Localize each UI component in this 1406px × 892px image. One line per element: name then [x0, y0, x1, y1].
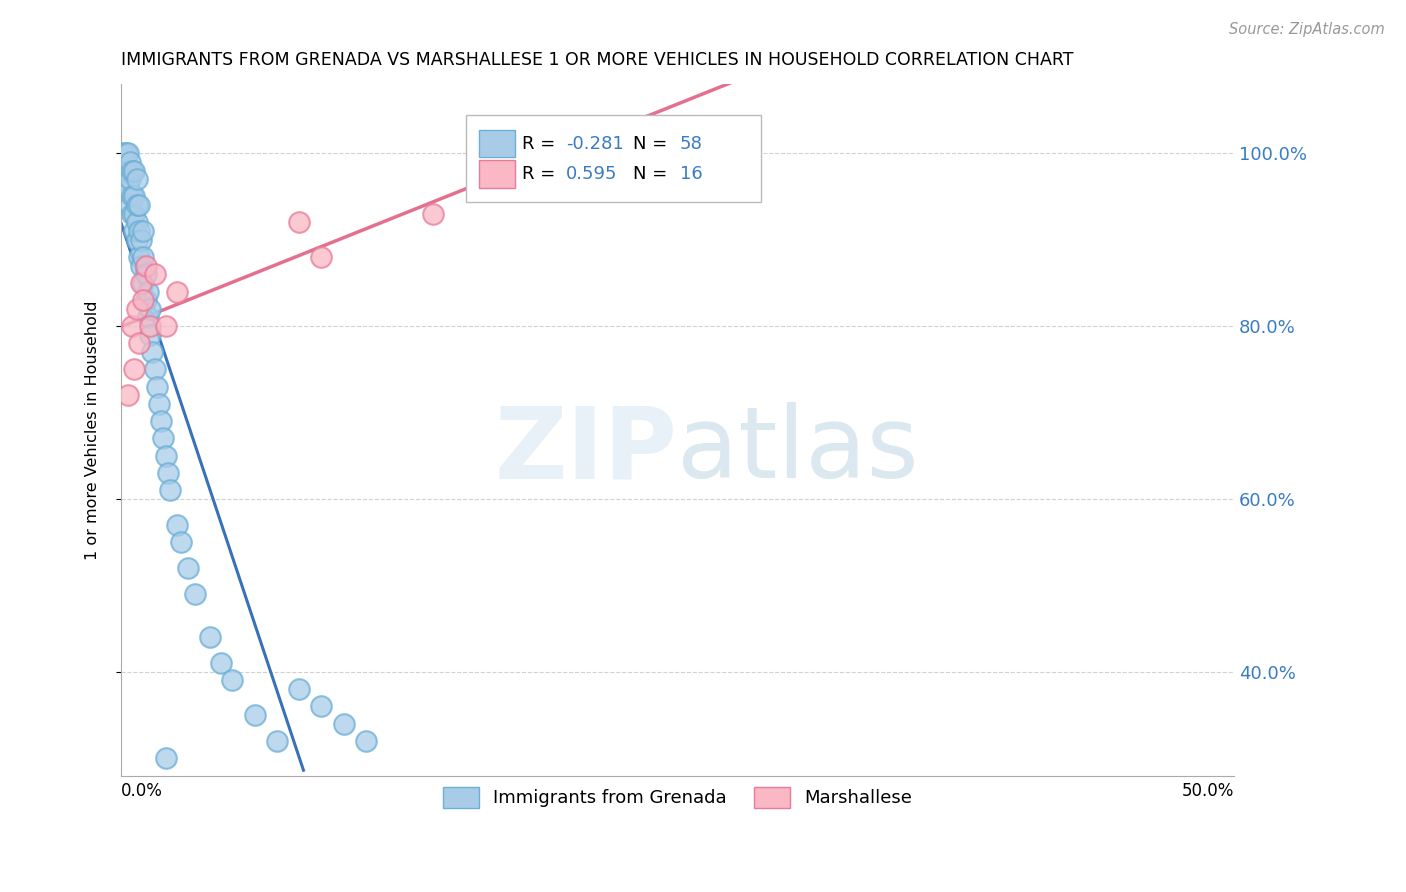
- Point: [117, 181, 139, 195]
- Point: [288, 682, 311, 697]
- Point: [198, 630, 221, 644]
- Point: [132, 276, 155, 290]
- Text: -0.281: -0.281: [567, 135, 624, 153]
- Point: [139, 301, 162, 316]
- Text: 50.0%: 50.0%: [1181, 782, 1234, 800]
- Point: [266, 734, 288, 748]
- Point: [128, 198, 150, 212]
- Point: [152, 432, 174, 446]
- Text: N =: N =: [633, 135, 673, 153]
- Point: [155, 751, 177, 765]
- Point: [117, 163, 139, 178]
- Point: [118, 155, 141, 169]
- Point: [112, 172, 135, 186]
- Point: [124, 163, 146, 178]
- Text: 58: 58: [679, 135, 703, 153]
- Point: [117, 388, 139, 402]
- Point: [121, 207, 143, 221]
- Point: [125, 172, 148, 186]
- Point: [311, 250, 333, 264]
- Point: [128, 336, 150, 351]
- Text: ZIP: ZIP: [495, 402, 678, 499]
- Point: [125, 215, 148, 229]
- Point: [129, 259, 152, 273]
- Point: [124, 224, 146, 238]
- Text: 0.595: 0.595: [567, 165, 617, 183]
- Point: [183, 587, 205, 601]
- Point: [139, 327, 162, 342]
- Point: [129, 276, 152, 290]
- Point: [332, 716, 354, 731]
- Point: [132, 250, 155, 264]
- Point: [159, 483, 181, 498]
- Point: [136, 285, 159, 299]
- Point: [166, 517, 188, 532]
- Text: 16: 16: [679, 165, 703, 183]
- Text: N =: N =: [633, 165, 673, 183]
- Point: [156, 466, 179, 480]
- Point: [124, 362, 146, 376]
- Point: [221, 673, 243, 688]
- Text: IMMIGRANTS FROM GRENADA VS MARSHALLESE 1 OR MORE VEHICLES IN HOUSEHOLD CORRELATI: IMMIGRANTS FROM GRENADA VS MARSHALLESE 1…: [121, 51, 1074, 69]
- Point: [135, 259, 157, 273]
- Point: [177, 561, 200, 575]
- Point: [135, 267, 157, 281]
- FancyBboxPatch shape: [465, 115, 761, 202]
- Point: [112, 146, 135, 161]
- Point: [124, 207, 146, 221]
- Text: R =: R =: [522, 135, 561, 153]
- Point: [143, 267, 166, 281]
- Point: [114, 146, 136, 161]
- Point: [288, 215, 311, 229]
- Point: [132, 224, 155, 238]
- Point: [118, 198, 141, 212]
- Point: [166, 285, 188, 299]
- Point: [170, 535, 193, 549]
- Point: [155, 319, 177, 334]
- Point: [135, 293, 157, 308]
- Legend: Immigrants from Grenada, Marshallese: Immigrants from Grenada, Marshallese: [436, 780, 920, 815]
- Text: atlas: atlas: [678, 402, 920, 499]
- Point: [125, 301, 148, 316]
- Point: [121, 189, 143, 203]
- Point: [125, 198, 148, 212]
- Point: [155, 449, 177, 463]
- Point: [243, 708, 266, 723]
- Point: [117, 146, 139, 161]
- Y-axis label: 1 or more Vehicles in Household: 1 or more Vehicles in Household: [86, 300, 100, 559]
- Point: [422, 207, 444, 221]
- FancyBboxPatch shape: [479, 129, 515, 157]
- Point: [150, 414, 173, 428]
- Text: Source: ZipAtlas.com: Source: ZipAtlas.com: [1229, 22, 1385, 37]
- Point: [124, 189, 146, 203]
- Point: [114, 163, 136, 178]
- Point: [311, 699, 333, 714]
- Point: [148, 397, 170, 411]
- Point: [136, 310, 159, 325]
- Point: [139, 319, 162, 334]
- Text: R =: R =: [522, 165, 561, 183]
- Point: [209, 656, 232, 670]
- Point: [121, 319, 143, 334]
- Text: 0.0%: 0.0%: [121, 782, 163, 800]
- Point: [141, 345, 163, 359]
- Point: [145, 379, 167, 393]
- Point: [132, 293, 155, 308]
- Point: [128, 250, 150, 264]
- Point: [354, 734, 377, 748]
- Point: [129, 233, 152, 247]
- Point: [118, 172, 141, 186]
- Point: [128, 224, 150, 238]
- Point: [143, 362, 166, 376]
- Point: [555, 146, 578, 161]
- FancyBboxPatch shape: [479, 161, 515, 188]
- Point: [125, 233, 148, 247]
- Point: [121, 163, 143, 178]
